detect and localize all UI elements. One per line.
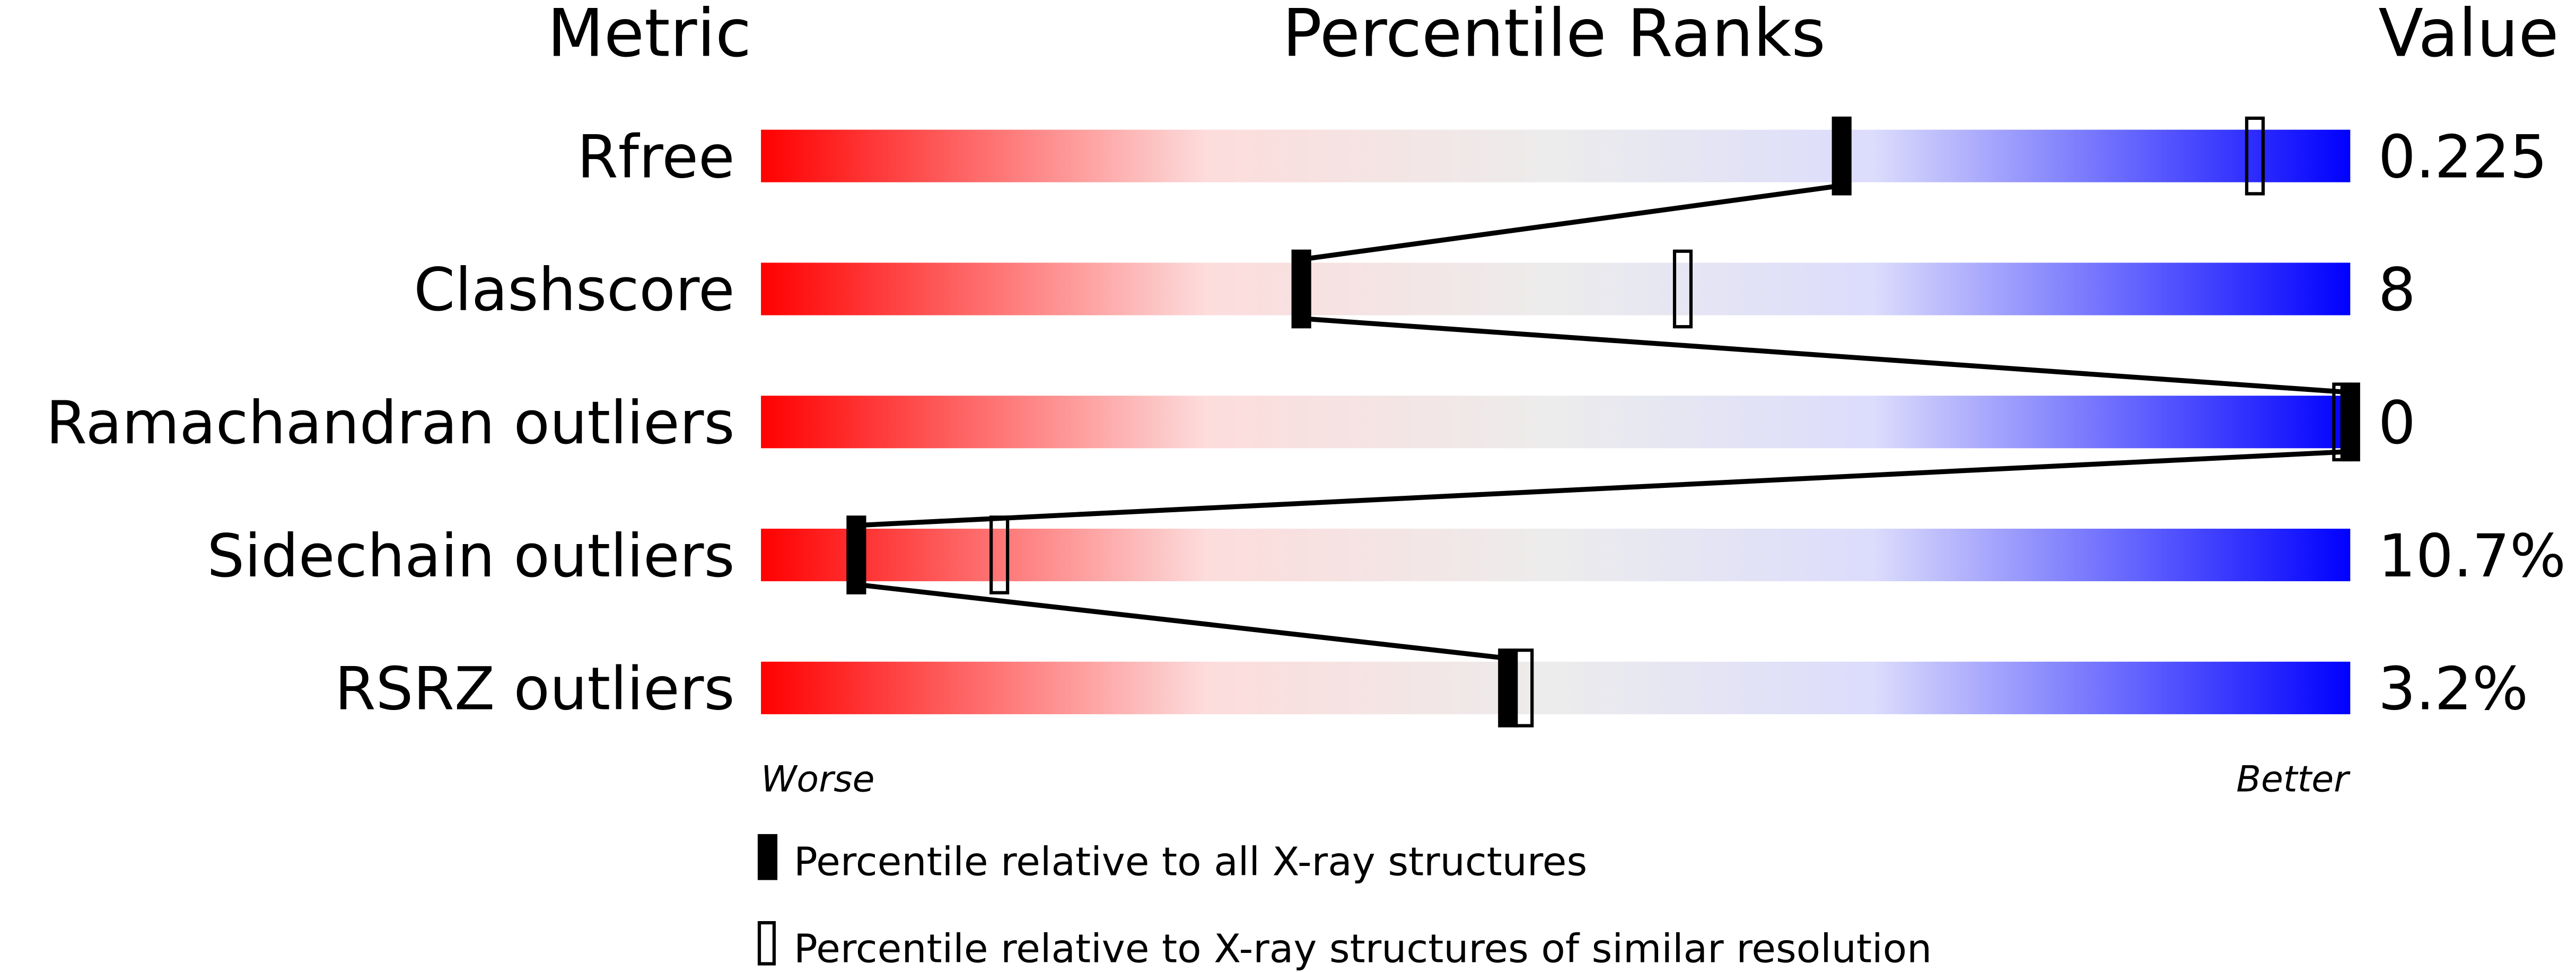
header-value: Value <box>2378 0 2559 72</box>
percentile-bar <box>761 396 2351 449</box>
similar-resolution-marker <box>2245 116 2265 196</box>
percentile-bar <box>761 529 2351 582</box>
legend-similar-label: Percentile relative to X-ray structures … <box>794 925 1932 971</box>
axis-worse-label: Worse <box>761 758 874 800</box>
all-structures-marker <box>1832 116 1852 196</box>
percentile-bar <box>761 661 2351 714</box>
metric-label: Ramachandran outliers <box>46 389 735 458</box>
metric-value: 0.225 <box>2378 123 2547 191</box>
axis-better-label: Better <box>2236 758 2351 800</box>
all-structures-marker <box>846 515 866 594</box>
connector-line <box>1301 183 1842 262</box>
percentile-bar <box>761 262 2351 316</box>
percentile-bar <box>761 129 2351 182</box>
connector-line <box>856 582 1509 661</box>
header-metric: Metric <box>547 0 751 72</box>
similar-resolution-marker <box>1672 249 1693 329</box>
connector-line <box>856 449 2351 528</box>
metric-label: RSRZ outliers <box>335 655 734 724</box>
metric-label: Rfree <box>577 123 734 191</box>
similar-resolution-marker <box>989 515 1010 594</box>
metric-label: Sidechain outliers <box>207 522 734 591</box>
metric-value: 10.7% <box>2378 522 2566 591</box>
legend-similar-marker <box>757 921 776 966</box>
connector-line <box>1301 316 2351 395</box>
header-percentile-ranks: Percentile Ranks <box>1282 0 1825 72</box>
legend-all-label: Percentile relative to all X-ray structu… <box>794 838 1587 885</box>
metric-label: Clashscore <box>414 256 734 325</box>
legend-all-marker <box>757 834 778 880</box>
metric-value: 0 <box>2378 389 2416 458</box>
all-structures-marker <box>2340 382 2360 462</box>
metric-value: 8 <box>2378 256 2416 325</box>
metric-value: 3.2% <box>2378 655 2528 724</box>
all-structures-marker <box>1291 249 1311 329</box>
all-structures-marker <box>1498 649 1518 728</box>
